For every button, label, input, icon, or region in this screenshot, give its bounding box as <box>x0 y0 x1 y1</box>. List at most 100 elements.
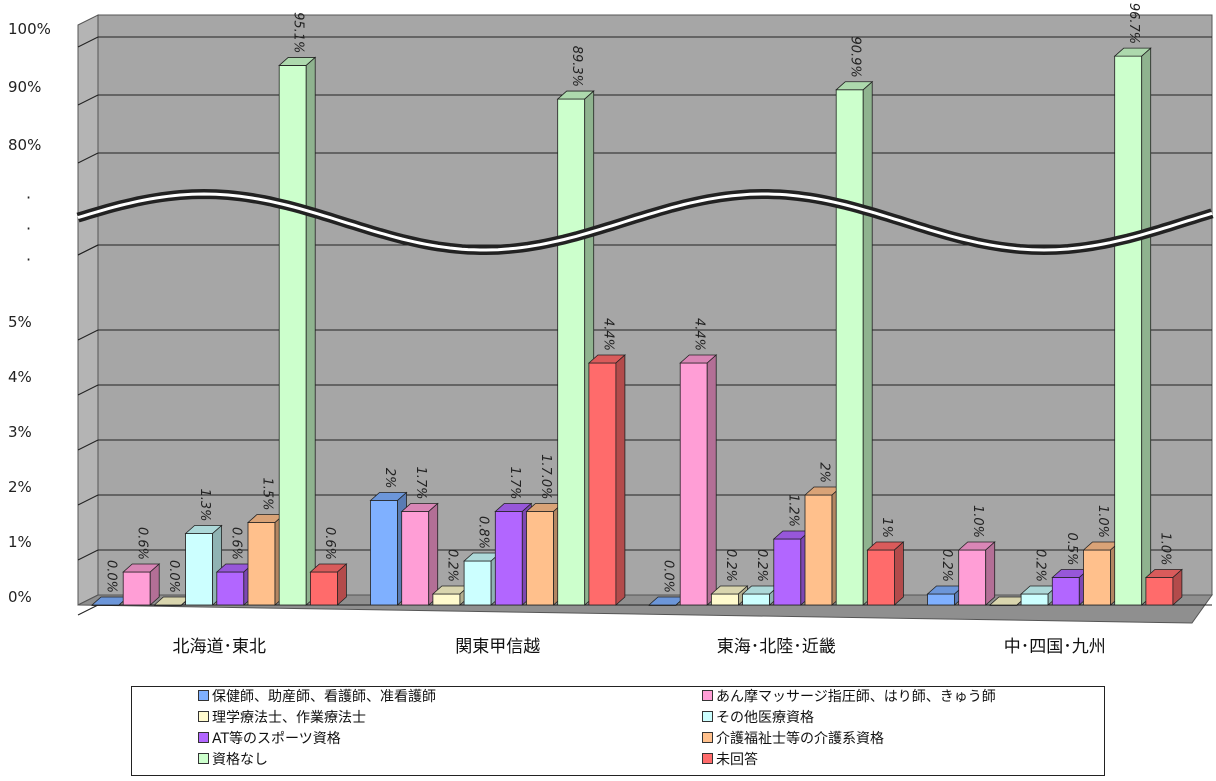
gridline-depth <box>77 384 99 396</box>
legend-swatch <box>198 732 209 743</box>
bar-front <box>557 98 586 606</box>
data-label: 96.7% <box>1126 3 1141 44</box>
legend-label: AT等のスポーツ資格 <box>212 731 341 747</box>
data-label: 0.2% <box>939 549 954 582</box>
data-label: 90.9% <box>848 36 863 77</box>
bar-front <box>1114 55 1143 606</box>
bar-front <box>927 593 955 606</box>
bar-side <box>985 541 996 606</box>
legend-item: その他医療資格 <box>702 709 814 727</box>
legend-item: 理学療法士、作業療法士 <box>198 709 366 727</box>
y-tick-label: 100% <box>8 20 51 38</box>
gridline-depth <box>77 604 99 616</box>
bar-front <box>432 593 461 606</box>
data-label: 1.7% <box>507 466 522 499</box>
y-tick-label: 2% <box>8 478 32 496</box>
bar: 95.1% <box>278 12 317 606</box>
bar: 4.4% <box>679 318 718 606</box>
legend-item: 介護福祉士等の介護系資格 <box>702 730 884 748</box>
data-label: 4.4% <box>600 318 615 351</box>
bar-front <box>588 362 617 606</box>
data-label: 95.1% <box>291 12 306 53</box>
bar-side <box>149 563 160 606</box>
category-label: 関東甲信越 <box>455 637 540 657</box>
axis-break-wave <box>76 188 1214 256</box>
bar-front <box>1020 593 1049 606</box>
legend-swatch <box>702 732 713 743</box>
axis-break-dot: · <box>26 250 31 269</box>
y-tick-label: 1% <box>8 533 32 551</box>
bar: 1.3% <box>184 488 223 606</box>
bar-chart: 0% 1% 2% 3% 4% 5% 80% 90% 100% · · · 0.0% 0.6% 0.0% 1.… <box>8 3 1214 657</box>
data-label: 1.7.0% <box>538 454 553 499</box>
bar: 1.0% <box>957 505 996 606</box>
bar: 4.4% <box>587 318 626 606</box>
legend-swatch <box>198 690 209 701</box>
gridline-depth <box>77 549 99 561</box>
bar: 0.6% <box>215 527 254 606</box>
bar: 0.2% <box>926 549 965 606</box>
data-label: 0.6% <box>135 527 150 560</box>
legend-label: 未回答 <box>716 752 758 768</box>
y-axis-ticks: 0% 1% 2% 3% 4% 5% 80% 90% 100% · · · <box>8 20 51 606</box>
data-label: 0.2% <box>1033 549 1048 582</box>
bar-front <box>711 593 739 606</box>
bar-front <box>463 560 492 606</box>
legend-swatch <box>702 690 713 701</box>
bar: 0.6% <box>122 527 161 606</box>
legend-label: あん摩マッサージ指圧師、はり師、きゅう師 <box>716 689 996 705</box>
y-tick-label: 90% <box>8 78 41 96</box>
legend-label: 保健師、助産師、看護師、准看護師 <box>212 689 436 705</box>
bar: 1.5% <box>246 477 286 606</box>
legend-item: 保健師、助産師、看護師、准看護師 <box>198 688 436 706</box>
category-label: 北海道･東北 <box>173 637 267 657</box>
gridline-depth <box>77 439 99 451</box>
gridline-depth <box>77 329 99 341</box>
data-label: 0.5% <box>1064 532 1079 565</box>
bar: 90.9% <box>835 36 874 606</box>
bar-side <box>615 354 626 606</box>
bar-side <box>862 80 873 606</box>
bar-front <box>1145 577 1174 606</box>
bar: 0.0% <box>647 560 687 606</box>
bar-side <box>1172 568 1183 606</box>
bar-front <box>216 571 245 606</box>
gridline-depth <box>77 94 99 106</box>
bar-front <box>309 571 338 606</box>
data-label: 1.0% <box>970 505 985 538</box>
gridline-depth <box>77 152 99 164</box>
data-label: 0.2% <box>723 549 738 582</box>
bar-front <box>835 89 864 606</box>
legend-swatch <box>702 753 713 764</box>
data-label: 4.4% <box>692 318 707 351</box>
break-wave-inner <box>77 192 1213 252</box>
bar-front <box>370 500 398 606</box>
y-tick-label: 5% <box>8 313 32 331</box>
bar-front <box>185 533 214 606</box>
bar-side <box>336 563 347 606</box>
data-label: 2% <box>382 468 397 489</box>
legend-item: 資格なし <box>198 751 268 769</box>
data-label: 1% <box>879 517 894 538</box>
bar: 0.0% <box>153 560 192 606</box>
bar-front <box>278 65 307 606</box>
gridline-depth <box>77 36 99 48</box>
axis-break-dot: · <box>26 188 31 207</box>
data-label: 1.0% <box>1095 505 1110 538</box>
bar-side <box>305 56 316 606</box>
bar-side <box>1141 47 1152 606</box>
bar-front <box>1051 577 1080 606</box>
bar-front <box>742 593 770 606</box>
y-tick-label: 4% <box>8 368 32 386</box>
legend-label: 介護福祉士等の介護系資格 <box>716 731 884 747</box>
legend-item: あん摩マッサージ指圧師、はり師、きゅう師 <box>702 688 996 706</box>
y-tick-label: 3% <box>8 423 32 441</box>
legend-item: 未回答 <box>702 751 758 769</box>
category-label: 東海･北陸･近畿 <box>717 637 836 657</box>
y-tick-label: 80% <box>8 136 41 154</box>
legend-swatch <box>702 711 713 722</box>
data-label: 89.3% <box>569 46 584 87</box>
bar-side <box>894 541 904 606</box>
x-axis-category-labels: 北海道･東北 関東甲信越 東海･北陸･近畿 中･四国･九州 <box>173 637 1106 657</box>
data-label: 0.2% <box>444 549 459 582</box>
